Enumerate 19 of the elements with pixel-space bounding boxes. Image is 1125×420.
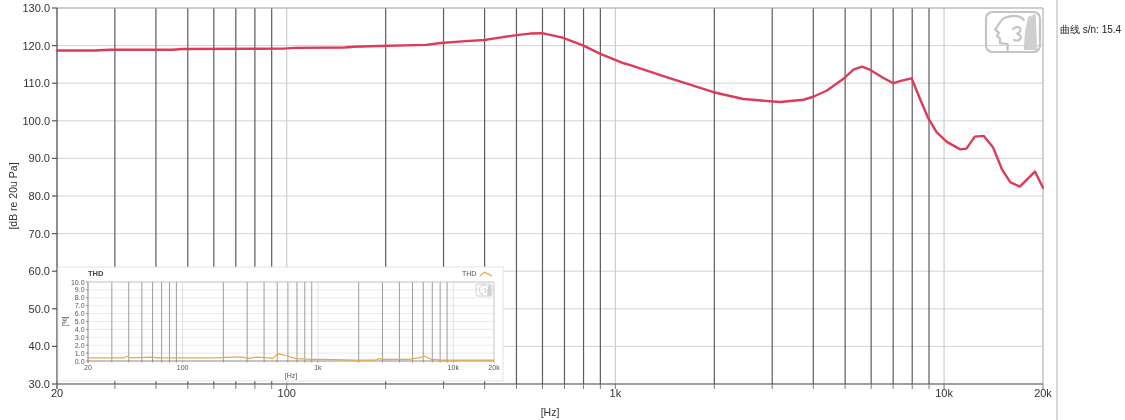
x-tick-label: 20k <box>1034 387 1053 399</box>
y-tick-label: 130.0 <box>22 1 50 14</box>
x-tick-label: 20 <box>50 387 64 399</box>
x-tick-label: 10k <box>935 387 954 399</box>
y-tick-label: 110.0 <box>23 77 50 90</box>
y-axis-title: [dB re 20u Pa] <box>6 162 19 230</box>
text: 曲线 s/n: 15.4 <box>1060 24 1122 35</box>
y-tick-label: 30.0 <box>28 377 50 390</box>
y-tick-label: 40.0 <box>28 340 50 353</box>
y-tick-label: 100.0 <box>22 114 50 127</box>
y-tick-label: 120.0 <box>22 39 50 52</box>
x-tick-label: 100 <box>277 387 296 399</box>
y-tick-label: 90.0 <box>28 152 50 165</box>
y-tick-label: 50.0 <box>28 302 50 315</box>
y-tick-label: 70.0 <box>28 227 50 240</box>
y-tick-label: 60.0 <box>28 265 50 278</box>
x-axis-title: [Hz] <box>540 406 560 418</box>
y-tick-label: 80.0 <box>28 189 50 202</box>
x-tick-label: 1k <box>609 387 622 399</box>
